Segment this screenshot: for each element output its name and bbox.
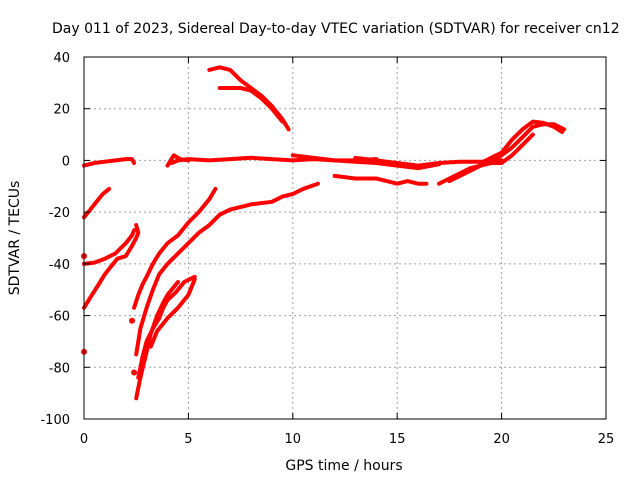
series-arc-4	[82, 243, 134, 310]
series-arc-11	[132, 186, 218, 310]
series-arc-7	[165, 153, 191, 168]
series-arc-2	[82, 186, 112, 220]
series-arc-20	[447, 122, 567, 184]
series-arc-14	[136, 274, 197, 380]
series-arc-13	[134, 280, 180, 401]
chart-title: Day 011 of 2023, Sidereal Day-to-day VTE…	[52, 21, 620, 37]
y-tick-label: -40	[49, 258, 70, 273]
x-tick-label: 15	[389, 432, 406, 447]
y-tick-label: -60	[49, 310, 70, 325]
x-axis-label: GPS time / hours	[285, 458, 402, 474]
series-arc-8	[207, 65, 291, 132]
y-tick-label: 0	[62, 154, 70, 169]
series-arc-3	[82, 228, 137, 266]
grid	[84, 57, 606, 419]
y-tick-label: 20	[53, 103, 70, 118]
y-tick-label: -80	[49, 361, 70, 376]
series-arc-17	[290, 153, 441, 171]
x-tick-label: 25	[598, 432, 615, 447]
series-arc-5	[130, 223, 141, 248]
series-arc-12	[134, 207, 233, 357]
series-arc-10	[228, 181, 320, 212]
plot-frame	[83, 56, 607, 420]
series-arc-15	[148, 277, 197, 349]
y-tick-label: 40	[53, 51, 70, 66]
data-point	[129, 317, 136, 324]
series-arc-9	[217, 86, 285, 124]
y-tick-label: -100	[40, 413, 70, 428]
x-tick-label: 10	[285, 432, 302, 447]
axis-ticks: 0 5 10 15 20 25 -100 -80 -60 -40 -20 0 20 40	[40, 51, 614, 447]
y-axis-label: SDTVAR / TECUs	[7, 181, 23, 296]
y-tick-label: -20	[49, 206, 70, 221]
series-arc-1	[82, 157, 137, 168]
series-arc-21	[478, 119, 565, 165]
data-point	[131, 369, 138, 376]
data-traces	[81, 65, 567, 401]
series-arc-18	[353, 155, 504, 168]
x-tick-label: 0	[80, 432, 88, 447]
x-tick-label: 5	[184, 432, 192, 447]
series-arc-16	[332, 173, 429, 186]
x-tick-label: 20	[493, 432, 510, 447]
